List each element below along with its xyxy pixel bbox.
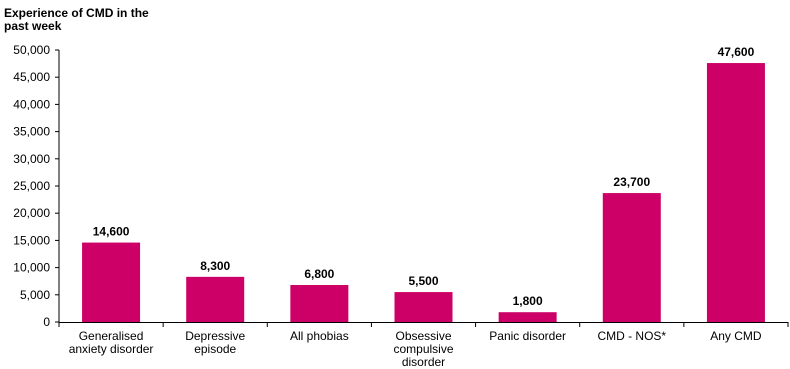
bar (290, 285, 349, 322)
y-tick-label: 10,000 (13, 261, 50, 275)
y-axis-label: Experience of CMD in the past week (4, 6, 149, 33)
category-label: Depressive (185, 329, 245, 343)
bar (186, 276, 245, 322)
y-tick-label: 50,000 (13, 43, 50, 57)
y-tick-label: 5,000 (20, 288, 50, 302)
y-tick-label: 30,000 (13, 152, 50, 166)
category-label: Any CMD (710, 329, 762, 343)
data-label: 23,700 (613, 175, 650, 189)
category-label: anxiety disorder (69, 342, 154, 356)
category-label: episode (194, 342, 236, 356)
y-tick-label: 20,000 (13, 206, 50, 220)
y-tick-label: 35,000 (13, 125, 50, 139)
y-ticks-group: 0 5,000 10,000 15,000 20,000 25,000 30,000 35,0… (13, 43, 50, 329)
data-label: 47,600 (718, 45, 755, 59)
category-label: compulsive (393, 342, 453, 356)
y-tick-label: 0 (43, 315, 50, 329)
bars-group (82, 63, 765, 322)
y-tick-label: 25,000 (13, 179, 50, 193)
bar (706, 63, 765, 322)
y-tick-label: 15,000 (13, 233, 50, 247)
data-label: 1,800 (513, 294, 543, 308)
category-label: disorder (402, 355, 445, 369)
category-label: Panic disorder (489, 329, 566, 343)
category-label: CMD - NOS* (597, 329, 666, 343)
category-label: Generalised (79, 329, 144, 343)
category-label: All phobias (290, 329, 349, 343)
data-label: 5,500 (408, 274, 438, 288)
bar (498, 312, 557, 322)
bar (82, 242, 141, 322)
y-tick-label: 40,000 (13, 97, 50, 111)
bar (394, 292, 453, 322)
y-tick-label: 45,000 (13, 70, 50, 84)
category-label: Obsessive (395, 329, 451, 343)
bar (602, 193, 661, 322)
data-label: 14,600 (93, 225, 130, 239)
data-labels-group: 14,600 8,300 6,800 5,500 1,800 23,700 47,600 (93, 45, 755, 308)
axes-group (55, 49, 789, 327)
data-label: 6,800 (304, 267, 334, 281)
data-label: 8,300 (200, 259, 230, 273)
